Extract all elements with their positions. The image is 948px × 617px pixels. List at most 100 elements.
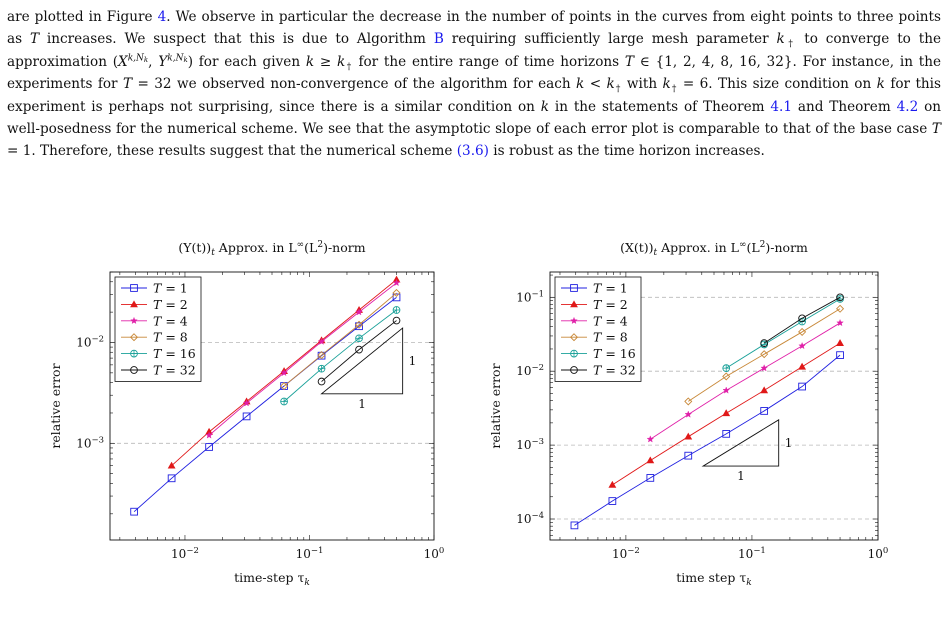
legend-entry: T = 16 bbox=[121, 346, 196, 361]
data-point bbox=[798, 327, 807, 336]
data-point bbox=[392, 293, 401, 302]
paragraph-text: for this experiment is perhaps not surpr… bbox=[7, 76, 941, 115]
legend-marker bbox=[130, 349, 138, 358]
data-point bbox=[242, 412, 251, 421]
x-axis-ticks bbox=[559, 272, 879, 540]
series-line bbox=[725, 298, 841, 369]
legend-marker bbox=[570, 366, 578, 374]
y-axis-ticks bbox=[110, 271, 434, 515]
data-point bbox=[570, 521, 579, 530]
data-point bbox=[392, 288, 401, 297]
cross-reference-link[interactable]: B bbox=[433, 31, 444, 48]
y-tick-label: 10−4 bbox=[516, 511, 544, 526]
data-point bbox=[205, 431, 213, 439]
data-point bbox=[646, 456, 655, 464]
x-axis-ticks bbox=[119, 272, 435, 540]
paragraph-text: for the entire range of time horizons bbox=[352, 53, 625, 70]
paragraph-text: T bbox=[624, 53, 634, 70]
data-point bbox=[167, 474, 176, 483]
paragraph-text: † bbox=[614, 84, 622, 95]
legend-label: T = 16 bbox=[153, 346, 196, 361]
paragraph-text: k bbox=[662, 76, 671, 93]
series-t8 bbox=[684, 304, 845, 406]
legend-marker bbox=[570, 300, 578, 308]
paragraph-text: X bbox=[118, 53, 128, 70]
series-t8 bbox=[280, 288, 401, 391]
data-point bbox=[684, 432, 693, 440]
paragraph-text: in the statements of Theorem bbox=[549, 98, 771, 115]
paragraph-text: k bbox=[576, 76, 585, 93]
data-point bbox=[317, 364, 326, 373]
cross-reference-link[interactable]: 4 bbox=[157, 9, 167, 25]
legend-label: T = 16 bbox=[593, 346, 636, 361]
legend-marker bbox=[130, 284, 138, 292]
series-line bbox=[321, 320, 397, 382]
slope-rise-label: 1 bbox=[785, 436, 793, 450]
data-point bbox=[684, 451, 693, 460]
legend-entry: T = 16 bbox=[561, 346, 636, 361]
paragraph-text: = 32 we observed non-convergence of the … bbox=[132, 76, 577, 93]
data-point bbox=[355, 322, 363, 331]
legend-marker bbox=[130, 316, 138, 325]
data-point bbox=[280, 368, 288, 377]
legend-entry: T = 32 bbox=[561, 363, 636, 378]
series-line bbox=[763, 296, 841, 344]
data-point bbox=[760, 386, 769, 394]
y-tick-label: 10−3 bbox=[516, 437, 544, 452]
paragraph-text: requiring sufficiently large mesh parame… bbox=[443, 31, 777, 48]
series-t16 bbox=[280, 306, 401, 406]
paragraph-text: on well-posedness for the numerical sche… bbox=[7, 98, 942, 138]
data-point bbox=[317, 337, 326, 345]
paragraph-text: Y bbox=[158, 53, 168, 70]
x-tick-label: 100 bbox=[424, 546, 445, 561]
legend-marker bbox=[570, 349, 578, 358]
data-point bbox=[836, 339, 844, 346]
x-tick-label: 10−2 bbox=[612, 546, 640, 561]
series-line bbox=[688, 308, 841, 402]
legend-entry: T = 4 bbox=[121, 313, 188, 328]
legend-entry: T = 4 bbox=[561, 313, 628, 328]
paragraph-text: † bbox=[345, 62, 353, 73]
data-point bbox=[798, 382, 806, 391]
slope-triangle bbox=[701, 419, 780, 467]
legend-label: T = 2 bbox=[593, 297, 628, 312]
paragraph-text: T bbox=[122, 76, 133, 93]
data-point bbox=[722, 386, 730, 394]
data-point bbox=[392, 278, 401, 287]
cross-reference-link[interactable]: 4.2 bbox=[896, 98, 919, 115]
cross-reference-link[interactable]: 4.1 bbox=[770, 98, 792, 115]
paragraph-text: increases. We suspect that this is due t… bbox=[39, 31, 434, 48]
cross-reference-link[interactable]: (3.6) bbox=[456, 143, 489, 160]
legend-label: T = 8 bbox=[593, 330, 628, 345]
paragraph-text: † bbox=[670, 84, 678, 95]
series-t4 bbox=[646, 318, 844, 443]
paragraph-text: k bbox=[337, 53, 346, 70]
series-line bbox=[283, 309, 397, 402]
legend-label: T = 32 bbox=[593, 363, 636, 378]
x-axis-label: time step τk bbox=[676, 570, 751, 588]
paragraph-text: ≥ bbox=[314, 53, 338, 70]
legend-entry: T = 1 bbox=[121, 281, 188, 296]
paragraph-text: = 1. Therefore, these results suggest th… bbox=[7, 143, 457, 160]
paragraph-text: k bbox=[183, 55, 188, 64]
data-point bbox=[798, 362, 807, 370]
chart-title: (Y(t))t Approx. in L∞(L2)-norm bbox=[178, 240, 365, 258]
x-tick-label: 10−2 bbox=[171, 546, 199, 561]
data-point bbox=[280, 397, 288, 406]
paragraph-text: k bbox=[876, 76, 885, 93]
slope-triangle bbox=[320, 327, 404, 395]
x-axis-label: time-step τk bbox=[234, 570, 310, 588]
data-point bbox=[646, 474, 655, 482]
paragraph-text: , bbox=[148, 53, 159, 70]
x-tick-label: 10−1 bbox=[738, 546, 766, 561]
series-t16 bbox=[722, 295, 844, 372]
paragraph-text: k,N bbox=[167, 53, 184, 64]
data-point bbox=[722, 372, 731, 381]
data-point bbox=[836, 304, 845, 313]
paragraph-text: = 6. This size condition on bbox=[677, 76, 877, 93]
y-tick-label: 10−3 bbox=[76, 435, 104, 450]
legend-label: T = 4 bbox=[593, 313, 628, 328]
legend-entry: T = 2 bbox=[561, 297, 628, 312]
data-point bbox=[608, 480, 617, 488]
paragraph-text: are plotted in Figure bbox=[7, 9, 158, 25]
